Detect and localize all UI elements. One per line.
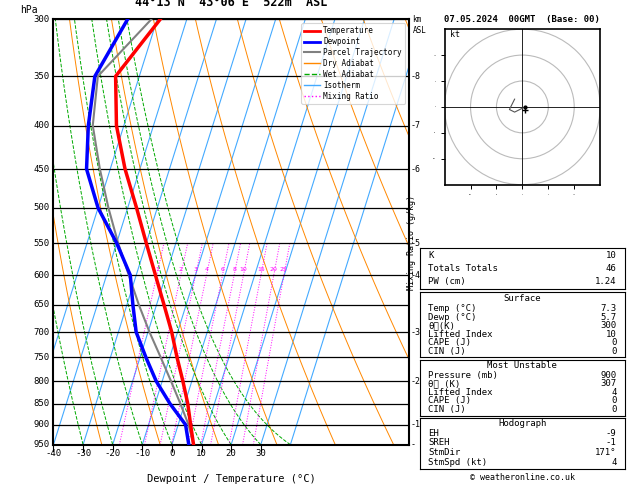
Text: StmSpd (kt): StmSpd (kt) bbox=[428, 458, 487, 467]
Text: 300: 300 bbox=[600, 321, 616, 330]
Text: CIN (J): CIN (J) bbox=[428, 405, 466, 414]
Text: EH: EH bbox=[428, 429, 439, 437]
Text: 850: 850 bbox=[34, 399, 50, 408]
Text: 900: 900 bbox=[600, 371, 616, 380]
Text: 10: 10 bbox=[240, 267, 247, 272]
Text: 350: 350 bbox=[34, 72, 50, 81]
Legend: Temperature, Dewpoint, Parcel Trajectory, Dry Adiabat, Wet Adiabat, Isotherm, Mi: Temperature, Dewpoint, Parcel Trajectory… bbox=[301, 23, 405, 104]
Text: -4: -4 bbox=[411, 271, 421, 279]
Text: 800: 800 bbox=[34, 377, 50, 386]
Text: 4: 4 bbox=[611, 458, 616, 467]
Text: -6: -6 bbox=[411, 165, 421, 174]
Text: -7: -7 bbox=[411, 121, 421, 130]
Text: Dewpoint / Temperature (°C): Dewpoint / Temperature (°C) bbox=[147, 474, 316, 485]
Text: © weatheronline.co.uk: © weatheronline.co.uk bbox=[470, 473, 575, 482]
Text: 2: 2 bbox=[179, 267, 183, 272]
Text: Temp (°C): Temp (°C) bbox=[428, 304, 477, 313]
Text: 1.24: 1.24 bbox=[595, 277, 616, 286]
Text: 20: 20 bbox=[270, 267, 277, 272]
Text: Lifted Index: Lifted Index bbox=[428, 330, 493, 339]
Text: 0: 0 bbox=[611, 338, 616, 347]
Text: Hodograph: Hodograph bbox=[498, 419, 547, 429]
Text: StmDir: StmDir bbox=[428, 448, 460, 457]
Text: -20: -20 bbox=[104, 449, 121, 458]
Text: 4: 4 bbox=[204, 267, 208, 272]
Text: -40: -40 bbox=[45, 449, 62, 458]
Text: 171°: 171° bbox=[595, 448, 616, 457]
Text: 10: 10 bbox=[606, 330, 616, 339]
Text: km
ASL: km ASL bbox=[413, 15, 426, 35]
Text: 10: 10 bbox=[196, 449, 207, 458]
Text: 15: 15 bbox=[257, 267, 265, 272]
Text: hPa: hPa bbox=[19, 5, 37, 15]
Text: 6: 6 bbox=[221, 267, 225, 272]
Text: CIN (J): CIN (J) bbox=[428, 347, 466, 356]
Text: 7.3: 7.3 bbox=[600, 304, 616, 313]
Text: 1: 1 bbox=[155, 267, 159, 272]
Text: 0: 0 bbox=[611, 397, 616, 405]
Text: CAPE (J): CAPE (J) bbox=[428, 397, 471, 405]
Text: 0: 0 bbox=[611, 405, 616, 414]
Text: 44°13'N  43°06'E  522m  ASL: 44°13'N 43°06'E 522m ASL bbox=[135, 0, 327, 9]
Text: 30: 30 bbox=[255, 449, 266, 458]
Text: -5: -5 bbox=[411, 239, 421, 247]
Text: CAPE (J): CAPE (J) bbox=[428, 338, 471, 347]
Text: 450: 450 bbox=[34, 165, 50, 174]
Text: Most Unstable: Most Unstable bbox=[487, 361, 557, 370]
Text: 650: 650 bbox=[34, 300, 50, 309]
Text: Mixing Ratio (g/kg): Mixing Ratio (g/kg) bbox=[408, 195, 416, 291]
Text: -10: -10 bbox=[134, 449, 150, 458]
Text: 0: 0 bbox=[169, 449, 175, 458]
Text: θᴇ(K): θᴇ(K) bbox=[428, 321, 455, 330]
Text: Pressure (mb): Pressure (mb) bbox=[428, 371, 498, 380]
Text: 4: 4 bbox=[611, 388, 616, 397]
Text: Surface: Surface bbox=[504, 294, 541, 303]
Text: 550: 550 bbox=[34, 239, 50, 247]
Text: 8: 8 bbox=[232, 267, 236, 272]
Text: -1: -1 bbox=[606, 438, 616, 448]
Text: 25: 25 bbox=[280, 267, 288, 272]
Text: 07.05.2024  00GMT  (Base: 00): 07.05.2024 00GMT (Base: 00) bbox=[445, 15, 600, 24]
Text: kt: kt bbox=[450, 30, 460, 39]
Text: 400: 400 bbox=[34, 121, 50, 130]
Text: 46: 46 bbox=[606, 264, 616, 273]
Text: 5.7: 5.7 bbox=[600, 313, 616, 322]
Text: -2: -2 bbox=[411, 377, 421, 386]
Text: Lifted Index: Lifted Index bbox=[428, 388, 493, 397]
Text: -3: -3 bbox=[411, 328, 421, 336]
Text: Totals Totals: Totals Totals bbox=[428, 264, 498, 273]
Text: - LCL: - LCL bbox=[411, 440, 436, 449]
Text: -8: -8 bbox=[411, 72, 421, 81]
Text: 300: 300 bbox=[34, 15, 50, 24]
Text: 600: 600 bbox=[34, 271, 50, 279]
Text: 900: 900 bbox=[34, 420, 50, 429]
Text: 0: 0 bbox=[611, 347, 616, 356]
Text: 750: 750 bbox=[34, 353, 50, 362]
Text: K: K bbox=[428, 251, 434, 260]
Text: PW (cm): PW (cm) bbox=[428, 277, 466, 286]
Text: 20: 20 bbox=[226, 449, 237, 458]
Text: θᴇ (K): θᴇ (K) bbox=[428, 379, 460, 388]
Text: 307: 307 bbox=[600, 379, 616, 388]
Text: -30: -30 bbox=[75, 449, 91, 458]
Text: Dewp (°C): Dewp (°C) bbox=[428, 313, 477, 322]
Text: -1: -1 bbox=[411, 420, 421, 429]
Text: SREH: SREH bbox=[428, 438, 450, 448]
Text: 10: 10 bbox=[606, 251, 616, 260]
Text: 3: 3 bbox=[194, 267, 198, 272]
Text: 950: 950 bbox=[34, 440, 50, 449]
Text: 700: 700 bbox=[34, 328, 50, 336]
Text: -9: -9 bbox=[606, 429, 616, 437]
Text: 500: 500 bbox=[34, 204, 50, 212]
